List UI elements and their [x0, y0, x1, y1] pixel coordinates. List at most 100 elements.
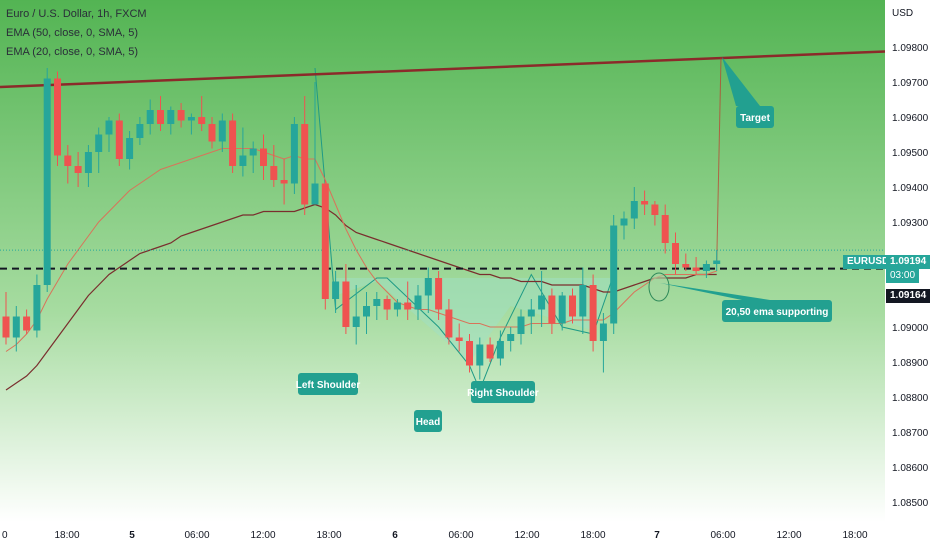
plot-background [0, 0, 885, 522]
symbol-badge: EURUSD [843, 255, 894, 269]
candle-body [435, 278, 443, 310]
candle-body [702, 264, 710, 271]
ema-50-line [5, 203, 717, 391]
right-shoulder-label-box [471, 381, 535, 403]
candle-body [599, 323, 607, 341]
candle-body [651, 204, 659, 215]
currency-label: USD [892, 8, 914, 19]
target-label-pointer [722, 57, 760, 106]
time-tick-label: 06:00 [448, 530, 473, 541]
price-tick-label: 1.08500 [892, 498, 929, 509]
price-tick-label: 1.09600 [892, 113, 929, 124]
candle-body [208, 124, 216, 142]
candle-body [486, 344, 494, 359]
candle-body [33, 285, 41, 331]
price-tick-label: 1.09300 [892, 218, 929, 229]
candle-body [579, 285, 587, 317]
price-tick-label: 1.09000 [892, 323, 929, 334]
candle-body [126, 138, 134, 159]
candle-body [393, 302, 401, 310]
time-tick-label: 0 [2, 530, 8, 541]
candle-body [466, 341, 473, 366]
ema-20-line [5, 148, 717, 352]
time-tick-label: 7 [654, 530, 660, 541]
candle-body [373, 299, 381, 306]
price-tick-label: 1.09400 [892, 183, 929, 194]
level-layer [0, 50, 886, 302]
candle-body [496, 341, 504, 359]
candle-body [682, 264, 690, 268]
candle-body [260, 148, 267, 166]
candle-body [229, 120, 237, 166]
right-shoulder-label: Right Shoulder [467, 388, 539, 399]
candle-body [54, 78, 61, 156]
candle-body [363, 306, 370, 317]
candle-body [569, 295, 576, 317]
price-tick-label: 1.08700 [892, 428, 929, 439]
candle-body [661, 215, 669, 243]
candle-body [187, 117, 195, 121]
time-tick-label: 12:00 [514, 530, 539, 541]
candle-body [301, 124, 309, 205]
candle-body [455, 337, 463, 341]
candle-body [12, 316, 20, 338]
price-tick-label: 1.09500 [892, 148, 929, 159]
candle-body [84, 152, 92, 173]
candle-body [517, 316, 525, 334]
candle-body [311, 183, 319, 205]
time-tick-label: 6 [392, 530, 398, 541]
head-label-box [414, 410, 442, 432]
candle-body [414, 295, 422, 310]
target-label-box [736, 106, 774, 128]
annotation-layer: Left Shoulder Head Right Shoulder Target 20,… [296, 57, 832, 432]
candle-body [445, 309, 453, 338]
candle-body [74, 166, 82, 173]
level-price-badge: 1.09164 [886, 289, 931, 303]
ema-support-label: 20,50 ema supporting [726, 307, 829, 318]
time-axis-background [0, 522, 932, 550]
ema-50-legend: EMA (50, close, 0, SMA, 5) [6, 27, 139, 39]
candle-body [23, 316, 31, 331]
time-tick-label: 18:00 [580, 530, 605, 541]
last-price-badge: 1.09194 [886, 255, 931, 269]
candle-body [424, 278, 432, 296]
price-axis[interactable]: 1.09800 1.09700 1.09600 1.09500 1.09400 1.093… [892, 43, 929, 509]
candle-body [383, 299, 391, 310]
countdown-badge: 03:00 [886, 269, 920, 283]
price-tick-label: 1.08800 [892, 393, 929, 404]
time-tick-label: 18:00 [54, 530, 79, 541]
candle-body [239, 155, 247, 166]
candle-body [538, 295, 546, 310]
time-tick-label: 06:00 [184, 530, 209, 541]
candle-body [332, 281, 340, 299]
time-axis[interactable]: 18:00 5 06:00 12:00 18:00 6 06:00 12:00 18:00 7 06… [2, 530, 868, 541]
candle-body [672, 243, 679, 264]
candle-body [558, 295, 566, 324]
candle-body [249, 148, 257, 156]
candle-body [620, 218, 628, 226]
candle-layer [2, 68, 721, 380]
candle-body [630, 201, 638, 219]
candle-body [136, 124, 144, 138]
resistance-trendline [0, 50, 886, 89]
candle-body [64, 155, 72, 166]
candle-body [270, 166, 278, 180]
candle-body [321, 183, 329, 299]
left-shoulder-label-box [298, 373, 358, 395]
candle-body [2, 316, 10, 338]
candle-body [157, 110, 164, 124]
ema-support-label-box [722, 300, 832, 322]
candle-body [713, 260, 721, 264]
ema-20-legend: EMA (20, close, 0, SMA, 5) [6, 46, 139, 58]
candle-body [589, 285, 597, 341]
ema-layer [5, 148, 717, 391]
candle-body [610, 225, 618, 324]
price-tick-label: 1.09700 [892, 78, 929, 89]
candle-body [218, 120, 226, 142]
time-tick-label: 12:00 [776, 530, 801, 541]
candle-body [146, 110, 154, 124]
target-label: Target [740, 113, 770, 124]
time-tick-label: 18:00 [842, 530, 867, 541]
